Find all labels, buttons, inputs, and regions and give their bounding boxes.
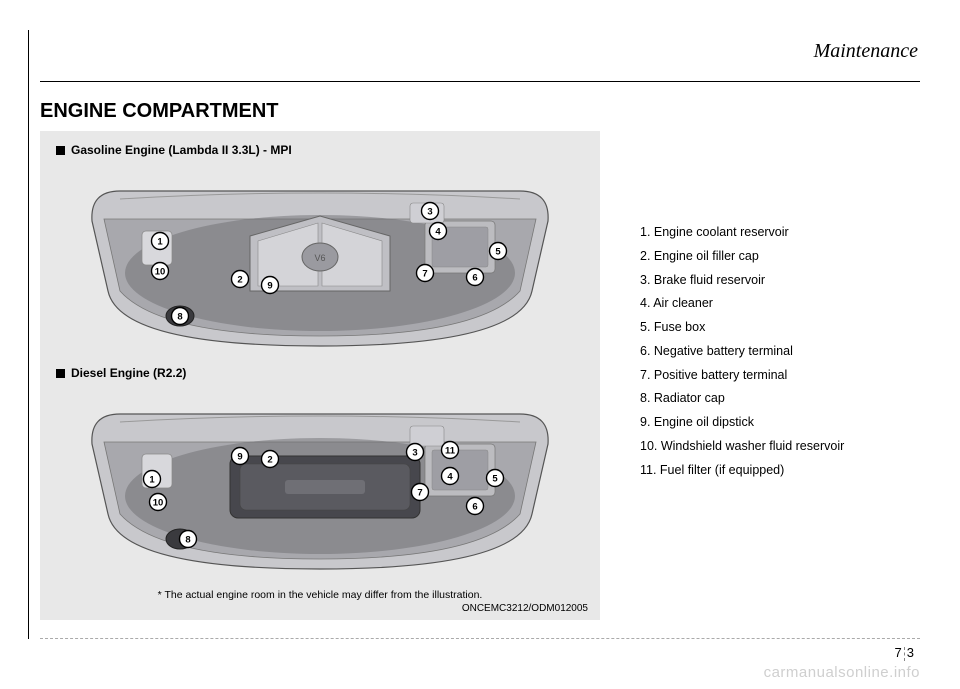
svg-text:2: 2: [267, 455, 272, 466]
legend-item: 11. Fuel filter (if equipped): [640, 459, 920, 483]
svg-text:7: 7: [417, 488, 422, 499]
legend-item: 3. Brake fluid reservoir: [640, 269, 920, 293]
svg-text:6: 6: [472, 273, 477, 284]
page-bottom-dashed-rule: [40, 638, 920, 639]
svg-text:10: 10: [153, 498, 164, 509]
diesel-figure: 1 10 9 2 8 3 11 4 7 5 6: [50, 384, 590, 579]
svg-text:11: 11: [445, 446, 456, 457]
svg-text:8: 8: [185, 535, 190, 546]
figure-footnote: * The actual engine room in the vehicle …: [50, 589, 590, 601]
svg-text:4: 4: [435, 227, 441, 238]
section-title: Maintenance: [40, 40, 920, 63]
diesel-label-text: Diesel Engine (R2.2): [71, 366, 186, 380]
diesel-engine-svg: 1 10 9 2 8 3 11 4 7 5 6: [80, 384, 560, 579]
gasoline-label: Gasoline Engine (Lambda II 3.3L) - MPI: [56, 143, 590, 157]
page-number-page: 3: [907, 645, 914, 660]
square-bullet-icon: [56, 369, 65, 378]
svg-text:8: 8: [177, 312, 182, 323]
legend-item: 4. Air cleaner: [640, 292, 920, 316]
svg-text:10: 10: [155, 267, 166, 278]
figure-code: ONCEMC3212/ODM012005: [50, 603, 588, 614]
legend-list: 1. Engine coolant reservoir2. Engine oil…: [640, 221, 920, 482]
svg-text:2: 2: [237, 275, 242, 286]
svg-text:3: 3: [412, 448, 417, 459]
page-number: 73: [895, 645, 914, 661]
svg-text:5: 5: [495, 247, 501, 258]
svg-text:9: 9: [267, 281, 272, 292]
legend-item: 2. Engine oil filler cap: [640, 245, 920, 269]
gasoline-engine-svg: V6 1 10 2 9 8 34 7 5 6: [80, 161, 560, 356]
page-number-divider: [904, 647, 905, 661]
square-bullet-icon: [56, 146, 65, 155]
gasoline-label-text: Gasoline Engine (Lambda II 3.3L) - MPI: [71, 143, 292, 157]
svg-text:V6: V6: [314, 253, 325, 263]
legend-item: 6. Negative battery terminal: [640, 340, 920, 364]
header-rule: [40, 81, 920, 82]
svg-text:7: 7: [422, 269, 427, 280]
legend-column: 1. Engine coolant reservoir2. Engine oil…: [630, 131, 920, 620]
svg-text:9: 9: [237, 452, 242, 463]
page-heading: ENGINE COMPARTMENT: [40, 100, 920, 123]
legend-item: 9. Engine oil dipstick: [640, 411, 920, 435]
gasoline-figure: V6 1 10 2 9 8 34 7 5 6: [50, 161, 590, 356]
svg-text:4: 4: [447, 472, 453, 483]
figure-panel: Gasoline Engine (Lambda II 3.3L) - MPI V…: [40, 131, 600, 620]
svg-text:1: 1: [157, 237, 163, 248]
legend-item: 7. Positive battery terminal: [640, 364, 920, 388]
watermark: carmanualsonline.info: [764, 664, 920, 681]
legend-item: 1. Engine coolant reservoir: [640, 221, 920, 245]
page-left-rule: [28, 30, 29, 639]
svg-text:3: 3: [427, 207, 432, 218]
page-number-chapter: 7: [895, 645, 902, 660]
svg-text:1: 1: [149, 475, 155, 486]
diesel-label: Diesel Engine (R2.2): [56, 366, 590, 380]
svg-text:6: 6: [472, 502, 477, 513]
legend-item: 10. Windshield washer fluid reservoir: [640, 435, 920, 459]
legend-item: 8. Radiator cap: [640, 387, 920, 411]
legend-item: 5. Fuse box: [640, 316, 920, 340]
svg-text:5: 5: [492, 474, 498, 485]
content-row: Gasoline Engine (Lambda II 3.3L) - MPI V…: [40, 131, 920, 620]
